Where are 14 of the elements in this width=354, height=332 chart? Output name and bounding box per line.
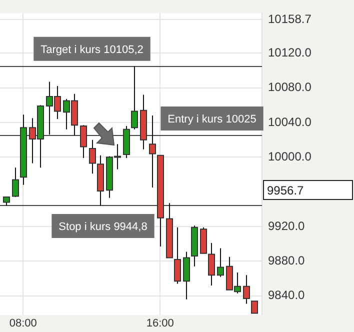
ref-line-label: Entry i kurs 10025 bbox=[168, 114, 256, 126]
y-tick-label: 10040.0 bbox=[268, 114, 312, 129]
y-tick-label: 9920.0 bbox=[268, 218, 306, 233]
ref-line-label: Stop i kurs 9944,8 bbox=[58, 221, 148, 234]
x-tick-label: 08:00 bbox=[9, 318, 37, 330]
y-tick-label: 9840.0 bbox=[268, 288, 306, 302]
y-tick-label: 9880.0 bbox=[268, 254, 306, 268]
y-tick-label: 10120.0 bbox=[268, 45, 312, 60]
y-tick-label: 10000.0 bbox=[268, 149, 312, 164]
ref-line-label: Target i kurs 10105,2 bbox=[40, 44, 144, 56]
y-tick-label: 10080.0 bbox=[268, 80, 312, 94]
x-tick-label: 16:00 bbox=[146, 318, 174, 330]
y-tick-label: 10158.7 bbox=[268, 12, 312, 26]
text: 9956.7 bbox=[267, 183, 304, 198]
